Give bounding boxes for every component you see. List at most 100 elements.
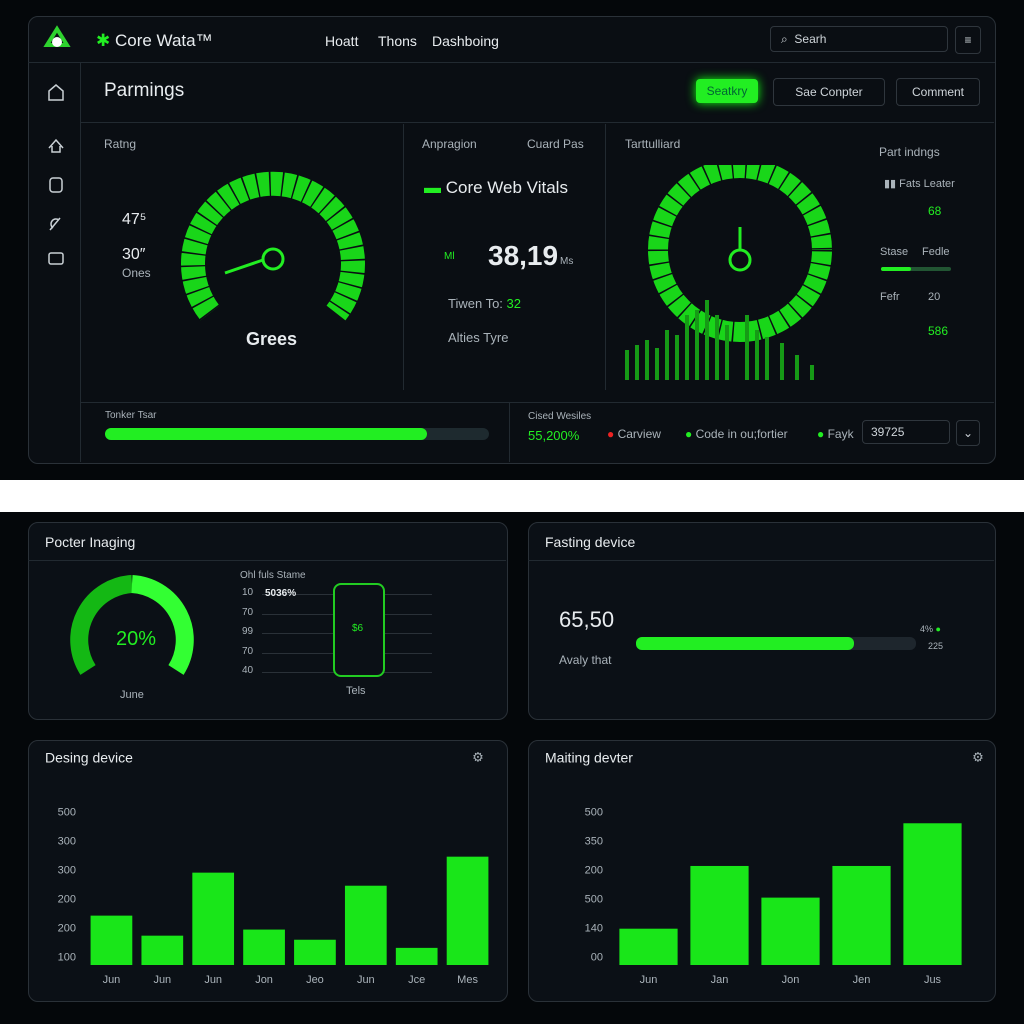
y-tick-label: 140 xyxy=(585,923,603,935)
label: Ratng xyxy=(104,137,137,151)
divider xyxy=(509,402,510,462)
button[interactable]: Comment xyxy=(896,78,980,106)
list-title: Ohl fuls Stame xyxy=(240,570,306,581)
section-title-text: Core Web Vitals xyxy=(445,178,568,197)
divider xyxy=(605,124,606,390)
divider xyxy=(28,62,995,63)
bar xyxy=(446,856,489,965)
label: Tarttulliard xyxy=(625,137,681,151)
side-text: 4% xyxy=(920,624,934,634)
list-note: 5036% xyxy=(265,588,297,599)
y-tick-label: 350 xyxy=(585,835,603,847)
bar xyxy=(344,885,387,965)
x-tick-label: Jce xyxy=(408,974,425,986)
search-placeholder: Searh xyxy=(794,32,827,46)
tab[interactable]: Anpragion xyxy=(422,137,477,151)
divider xyxy=(80,122,994,123)
label: Tonker Tsar xyxy=(105,410,157,421)
x-tick-label: Jun xyxy=(153,974,171,986)
x-tick-label: Mes xyxy=(457,974,478,986)
divider xyxy=(28,560,506,561)
x-tick-label: Jen xyxy=(853,974,871,986)
card-caption: Avaly that xyxy=(559,653,612,667)
bar xyxy=(90,915,133,965)
select-toggle[interactable]: ⌄ xyxy=(956,420,980,446)
divider xyxy=(80,402,994,403)
y-tick-label: 00 xyxy=(591,952,603,964)
card-title: Fasting device xyxy=(545,534,636,550)
gap xyxy=(0,480,1024,512)
list-item: 70 xyxy=(242,645,254,657)
card-title: Pocter Inaging xyxy=(45,534,136,550)
gauge xyxy=(180,170,366,321)
side-value: 225 xyxy=(928,641,944,651)
value: 68 xyxy=(928,204,942,218)
y-tick-label: 200 xyxy=(58,923,76,935)
stat: 55,200% xyxy=(528,428,580,443)
progress-fill xyxy=(105,428,427,440)
page-title: Parmings xyxy=(104,80,185,101)
logo xyxy=(43,25,71,47)
settings-icon: ⚙ xyxy=(972,749,984,764)
brand-text: Core Wata™ xyxy=(114,31,213,50)
chart-title: Maiting devter xyxy=(545,750,633,766)
y-tick-label: 500 xyxy=(585,806,603,818)
bar xyxy=(141,935,184,965)
card xyxy=(528,522,996,720)
phone-value: $6 xyxy=(352,623,364,634)
label: Stase xyxy=(880,246,909,258)
button[interactable]: Sae Conpter xyxy=(773,78,885,106)
x-tick-label: Jun xyxy=(103,974,121,986)
gauge-label: June xyxy=(120,689,144,701)
bar xyxy=(192,872,235,965)
card-value: 65,50 xyxy=(559,607,615,632)
y-tick-label: 500 xyxy=(58,806,76,818)
bar xyxy=(903,823,962,965)
menu-button[interactable]: ≡ xyxy=(955,26,981,54)
mini-progress xyxy=(881,267,951,271)
search-box[interactable]: ⌕ Searh xyxy=(770,26,948,52)
nav-item[interactable]: Dashboing xyxy=(432,33,499,49)
button[interactable]: Seatkry xyxy=(696,79,758,103)
brand: ✱ Core Wata™ xyxy=(96,31,213,50)
bar-chart: Maiting devter ⚙ 500 350 200 500 140 00 Jun Jan Jo… xyxy=(545,749,984,986)
gauge xyxy=(70,575,194,675)
meter-graphic xyxy=(625,165,833,380)
x-tick-label: Jun xyxy=(204,974,222,986)
divider xyxy=(528,560,994,561)
list-item: 70 xyxy=(242,606,254,618)
bar xyxy=(294,939,336,965)
value: 586 xyxy=(928,324,949,338)
rating-line: 30″ xyxy=(122,246,146,263)
y-tick-label: 100 xyxy=(58,952,76,964)
legend-text: Code in ou;fortier xyxy=(695,427,788,441)
x-tick-label: Jeo xyxy=(306,974,324,986)
nav-item[interactable]: Thons xyxy=(378,33,417,49)
x-tick-label: Jus xyxy=(924,974,942,986)
label: Cised Wesiles xyxy=(528,411,592,422)
unit: Ms xyxy=(560,256,574,267)
select[interactable]: 39725 xyxy=(862,420,950,444)
prefix: Ml xyxy=(444,251,455,262)
bar xyxy=(832,865,891,965)
nav-item[interactable]: Hoatt xyxy=(325,33,359,49)
card xyxy=(28,522,508,720)
list-item: 10 xyxy=(242,587,254,598)
label: Fedle xyxy=(922,246,950,258)
bar xyxy=(761,897,820,965)
row[interactable]: Tiwen To: 32 xyxy=(448,296,521,311)
list-item: 40 xyxy=(242,665,254,676)
bar xyxy=(395,947,438,965)
progress-fill xyxy=(636,637,854,650)
list-item: 99 xyxy=(242,626,254,637)
row[interactable]: Alties Tyre xyxy=(448,330,509,345)
bar xyxy=(690,865,749,965)
sidebar-icons xyxy=(48,84,64,265)
side-value: 4% ● xyxy=(920,624,941,634)
rating-line: Ones xyxy=(122,266,151,280)
value: 20 xyxy=(928,291,941,303)
mini-progress-fill xyxy=(881,267,911,271)
tab[interactable]: Cuard Pas xyxy=(527,137,584,151)
